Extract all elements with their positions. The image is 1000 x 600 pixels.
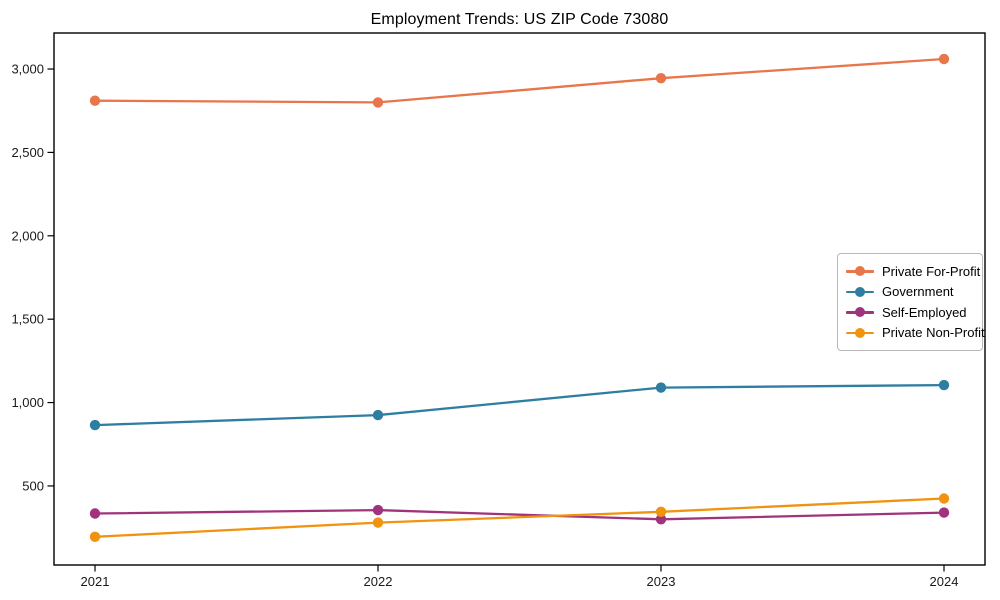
y-tick-label: 1,000 bbox=[11, 395, 44, 410]
y-tick-label: 500 bbox=[22, 478, 44, 493]
data-point-self-employed bbox=[938, 507, 950, 518]
y-tick-label: 2,500 bbox=[11, 145, 44, 160]
legend: Private For-Profit Government Self-Employe… bbox=[837, 253, 985, 351]
data-point-private-for-profit bbox=[938, 53, 950, 65]
legend-label: Private Non-Profit bbox=[882, 325, 985, 341]
legend-label: Self-Employed bbox=[882, 304, 967, 320]
x-tick-label: 2021 bbox=[81, 574, 110, 589]
legend-marker-private-non-profit-icon bbox=[846, 327, 874, 339]
legend-marker-government-icon bbox=[846, 286, 874, 298]
x-tick-label: 2023 bbox=[647, 574, 676, 589]
y-tick-label: 2,000 bbox=[11, 228, 44, 243]
series-line-self-employed bbox=[94, 508, 945, 521]
chart-title: Employment Trends: US ZIP Code 73080 bbox=[370, 11, 669, 28]
legend-label: Government bbox=[882, 284, 954, 300]
data-point-private-non-profit bbox=[938, 493, 950, 504]
legend-item-government: Government bbox=[846, 282, 974, 303]
y-tick-label: 3,000 bbox=[11, 62, 44, 77]
data-point-private-for-profit bbox=[372, 97, 384, 108]
x-tick-label: 2022 bbox=[364, 574, 393, 589]
legend-item-self-employed: Self-Employed bbox=[846, 302, 974, 323]
legend-marker-self-employed-icon bbox=[846, 306, 874, 318]
data-point-government bbox=[938, 379, 950, 391]
data-point-private-for-profit bbox=[89, 95, 101, 106]
legend-item-private-for-profit: Private For-Profit bbox=[846, 261, 980, 282]
series-line-private-for-profit bbox=[94, 57, 945, 104]
legend-item-private-non-profit: Private Non-Profit bbox=[846, 323, 985, 344]
data-point-self-employed bbox=[655, 514, 667, 525]
series-line-private-non-profit bbox=[94, 497, 945, 538]
data-point-government bbox=[372, 409, 384, 421]
data-point-self-employed bbox=[89, 508, 101, 519]
data-point-government bbox=[89, 419, 101, 431]
data-point-private-non-profit bbox=[372, 517, 384, 528]
data-point-private-non-profit bbox=[89, 531, 101, 542]
data-point-self-employed bbox=[372, 504, 384, 516]
data-point-private-non-profit bbox=[655, 506, 667, 517]
x-tick-label: 2024 bbox=[930, 574, 959, 589]
legend-marker-private-for-profit-icon bbox=[846, 265, 874, 277]
data-point-private-for-profit bbox=[655, 73, 667, 84]
series-line-government bbox=[94, 383, 945, 427]
data-point-government bbox=[655, 382, 667, 393]
y-tick-label: 1,500 bbox=[11, 312, 44, 327]
plot-area-border bbox=[53, 32, 986, 566]
legend-label: Private For-Profit bbox=[882, 263, 981, 279]
